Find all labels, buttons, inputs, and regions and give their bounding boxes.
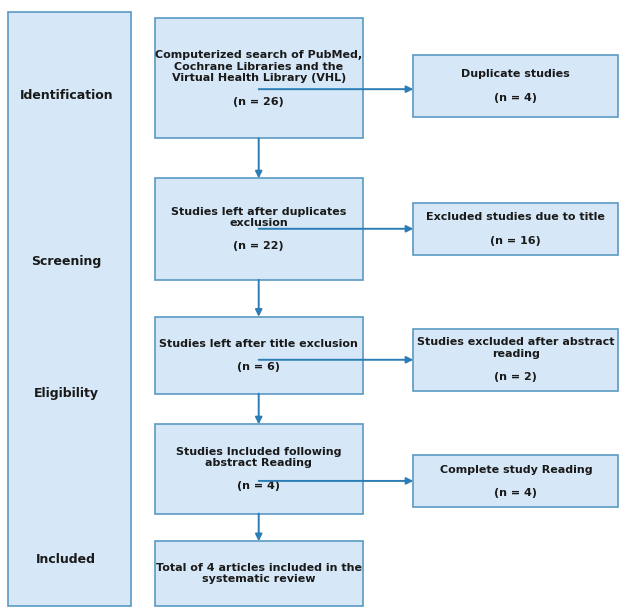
FancyBboxPatch shape (155, 317, 363, 394)
Text: Duplicate studies

(n = 4): Duplicate studies (n = 4) (461, 69, 570, 103)
Text: Studies Included following
abstract Reading

(n = 4): Studies Included following abstract Read… (176, 446, 341, 491)
Text: Computerized search of PubMed,
Cochrane Libraries and the
Virtual Health Library: Computerized search of PubMed, Cochrane … (155, 50, 362, 106)
Text: Included: Included (36, 553, 97, 566)
FancyBboxPatch shape (8, 12, 131, 606)
Text: Total of 4 articles included in the
systematic review: Total of 4 articles included in the syst… (156, 563, 362, 584)
Text: Studies excluded after abstract
reading

(n = 2): Studies excluded after abstract reading … (417, 338, 615, 382)
FancyBboxPatch shape (155, 18, 363, 138)
Text: Excluded studies due to title

(n = 16): Excluded studies due to title (n = 16) (427, 213, 605, 245)
FancyBboxPatch shape (413, 329, 618, 391)
Text: Eligibility: Eligibility (33, 387, 99, 400)
Text: Studies left after title exclusion

(n = 6): Studies left after title exclusion (n = … (159, 339, 358, 371)
FancyBboxPatch shape (155, 178, 363, 280)
FancyBboxPatch shape (155, 541, 363, 606)
FancyBboxPatch shape (413, 55, 618, 117)
FancyBboxPatch shape (413, 203, 618, 255)
Text: Complete study Reading

(n = 4): Complete study Reading (n = 4) (440, 465, 592, 498)
FancyBboxPatch shape (155, 424, 363, 514)
Text: Identification: Identification (20, 89, 113, 102)
Text: Studies left after duplicates
exclusion

(n = 22): Studies left after duplicates exclusion … (171, 207, 346, 252)
Text: Screening: Screening (31, 255, 102, 268)
FancyBboxPatch shape (413, 455, 618, 507)
